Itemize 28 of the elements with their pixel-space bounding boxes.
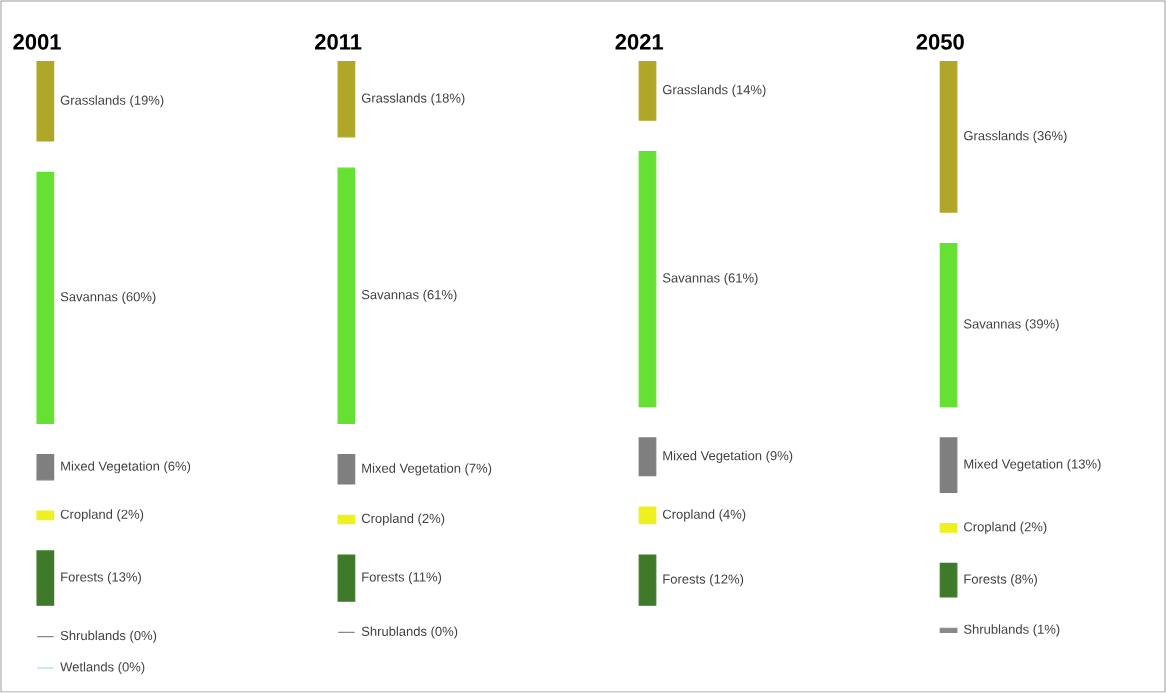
data-label: Cropland (2%) [361, 513, 445, 526]
data-label: Shrublands (1%) [963, 624, 1060, 637]
data-label: Cropland (2%) [964, 521, 1047, 534]
data-label: Savannas (61%) [662, 272, 758, 286]
category-label: 2021 [615, 34, 664, 50]
data-label: Forests (11%) [362, 572, 442, 585]
category-label: 2050 [916, 34, 964, 50]
data-label: Mixed Vegetation (6%) [61, 461, 191, 474]
data-label: Mixed Vegetation (9%) [663, 450, 793, 463]
category-label: 2011 [315, 34, 362, 50]
data-label: Shrublands (0%) [361, 626, 458, 639]
data-label: Cropland (2%) [60, 509, 144, 522]
data-label: Grasslands (18%) [361, 93, 465, 106]
data-label: Savannas (39%) [963, 318, 1059, 332]
data-label: Forests (13%) [61, 572, 141, 585]
data-label: Grasslands (14%) [662, 84, 766, 97]
data-label: Cropland (4%) [662, 509, 746, 522]
category-label: 2001 [13, 34, 61, 50]
data-label: Mixed Vegetation (13%) [964, 459, 1101, 472]
data-label: Mixed Vegetation (7%) [362, 463, 492, 476]
data-label: Grasslands (19%) [60, 95, 164, 108]
data-label: Shrublands (0%) [60, 630, 157, 643]
data-label: Forests (8%) [964, 574, 1037, 587]
data-label: Savannas (60%) [60, 291, 156, 304]
data-label: Grasslands (36%) [964, 130, 1067, 143]
data-label: Savannas (61%) [361, 289, 457, 302]
data-label: Wetlands (0%) [60, 661, 145, 675]
data-label: Forests (12%) [663, 574, 744, 587]
